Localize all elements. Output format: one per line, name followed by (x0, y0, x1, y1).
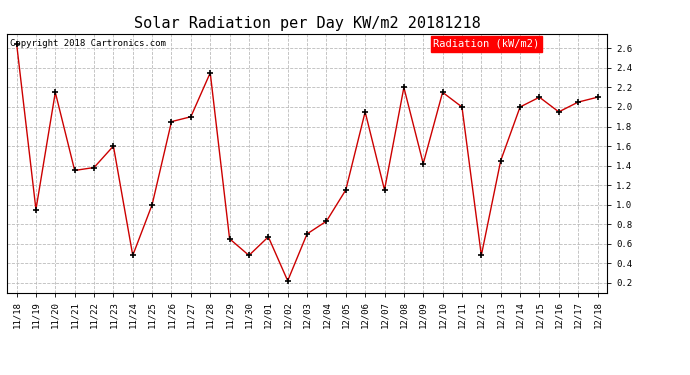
Text: Copyright 2018 Cartronics.com: Copyright 2018 Cartronics.com (10, 39, 166, 48)
Text: Radiation (kW/m2): Radiation (kW/m2) (433, 39, 540, 49)
Title: Solar Radiation per Day KW/m2 20181218: Solar Radiation per Day KW/m2 20181218 (134, 16, 480, 31)
